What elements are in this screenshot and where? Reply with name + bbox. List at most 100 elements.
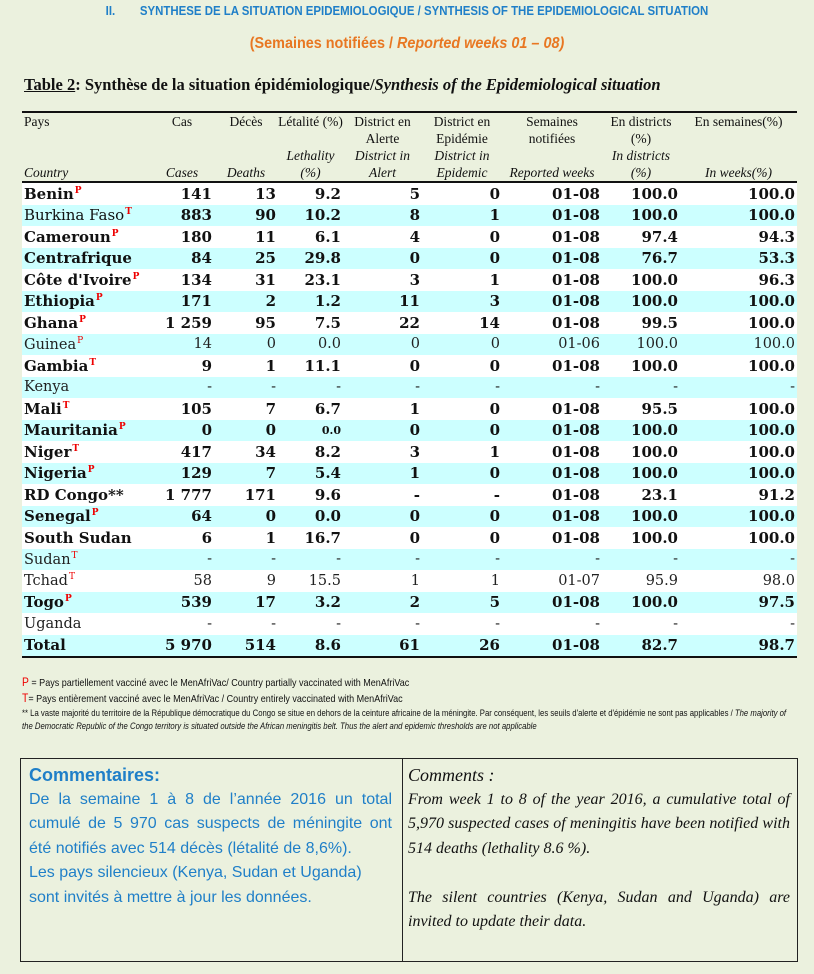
value-cell: 7 — [214, 462, 278, 484]
value-cell: 100.0 — [631, 356, 678, 375]
value-cell: 3.2 — [278, 591, 343, 613]
value-cell: 01-08 — [552, 442, 600, 461]
drc-fr: ** La vaste majorité du territoire de la… — [22, 708, 733, 718]
value-cell: - — [602, 548, 680, 570]
country-cell: Côte d'IvoireP — [22, 269, 150, 291]
value-cell: 97.5 — [680, 591, 797, 613]
vaccination-mark: P — [79, 314, 86, 325]
value-cell: - — [413, 485, 420, 504]
comments-en: Comments : From week 1 to 8 of the year … — [408, 763, 790, 935]
header-fr: Cas — [171, 114, 193, 129]
value-cell: 0 — [343, 505, 422, 527]
value-cell: - — [493, 485, 500, 504]
value-cell: 3 — [409, 442, 420, 461]
header-fr: Létalité (%) — [278, 114, 343, 129]
value-cell: 84 — [150, 247, 214, 269]
value-cell: 22 — [399, 313, 420, 332]
value-cell: 01-08 — [552, 184, 600, 203]
value-cell: - — [207, 615, 212, 632]
value-cell: 01-08 — [552, 270, 600, 289]
value-cell: 180 — [180, 227, 212, 246]
country-name: Uganda — [24, 615, 82, 632]
vaccination-mark: P — [87, 465, 95, 476]
value-cell: 100.0 — [680, 419, 797, 441]
table-row: BeninP 141 13 9.2 5 0 01-08 100.0 100.0 — [22, 182, 797, 205]
value-cell: 0 — [422, 462, 502, 484]
country-name: Tchad — [24, 573, 68, 590]
value-cell: 100.0 — [631, 270, 678, 289]
value-cell: 0.0 — [278, 333, 343, 355]
country-cell: GhanaP — [22, 312, 150, 334]
t-text: = Pays entièrement vacciné avec le MenAf… — [28, 693, 403, 705]
value-cell: 1 — [265, 356, 276, 375]
value-cell: 1 — [422, 204, 502, 226]
value-cell: 100.0 — [748, 356, 795, 375]
value-cell: 01-08 — [502, 290, 602, 312]
p-mark: P — [22, 675, 29, 689]
value-cell: 1 — [489, 270, 500, 289]
vaccination-mark: P — [95, 293, 103, 304]
value-cell: 1 259 — [165, 313, 212, 332]
value-cell: - — [214, 548, 278, 570]
country-name: Mali — [24, 399, 62, 418]
table-title-fr: : Synthèse de la situation épidémiologiq… — [75, 75, 375, 94]
value-cell: 58 — [193, 572, 212, 589]
value-cell: 16.7 — [304, 528, 341, 547]
comments-box: Commentaires: De la semaine 1 à 8 de l’a… — [20, 758, 798, 962]
table-row: TogoP 539 17 3.2 2 5 01-08 100.0 97.5 — [22, 591, 797, 613]
value-cell: 129 — [150, 462, 214, 484]
column-header: Pays Country — [22, 111, 150, 182]
country-name: Mauritania — [24, 421, 118, 440]
value-cell: 0.0 — [278, 505, 343, 527]
table-row: GhanaP 1 259 95 7.5 22 14 01-08 99.5 100.0 — [22, 312, 797, 334]
value-cell: 5 — [409, 184, 420, 203]
country-name: Cameroun — [24, 227, 111, 246]
comments-fr-title: Commentaires: — [29, 765, 161, 785]
country-cell: TchadT — [22, 570, 150, 592]
value-cell: 01-07 — [558, 572, 600, 589]
value-cell: - — [422, 548, 502, 570]
value-cell: 2 — [214, 290, 278, 312]
header-en: Reported weeks — [509, 165, 595, 180]
column-header: District en Alerte District in Alert — [343, 111, 422, 182]
country-cell: Total — [22, 634, 150, 658]
country-name: Togo — [24, 593, 64, 612]
value-cell: 31 — [255, 270, 276, 289]
value-cell: 14 — [479, 313, 500, 332]
value-cell: 0 — [489, 399, 500, 418]
country-name: RD Congo** — [24, 485, 124, 504]
value-cell: 0 — [409, 528, 420, 547]
column-header: Létalité (%) Lethality (%) — [278, 111, 343, 182]
value-cell: 01-08 — [502, 462, 602, 484]
value-cell: 1 — [410, 572, 420, 589]
vaccination-mark: P — [132, 271, 140, 282]
value-cell: 9.2 — [314, 184, 341, 203]
value-cell: 0 — [343, 419, 422, 441]
value-cell: - — [343, 548, 422, 570]
country-cell: CamerounP — [22, 226, 150, 248]
section-number: II. — [105, 3, 116, 18]
value-cell: 76.7 — [602, 247, 680, 269]
value-cell: 95.9 — [645, 572, 678, 589]
value-cell: 6.7 — [314, 399, 341, 418]
value-cell: 0 — [489, 184, 500, 203]
value-cell: 26 — [422, 634, 502, 658]
epidemiological-table: Pays Country Cas Cases Décès Deaths Létalité (… — [22, 111, 797, 658]
value-cell: 4 — [409, 227, 420, 246]
header-fr: Pays — [24, 114, 50, 129]
country-name: Niger — [24, 442, 72, 461]
value-cell: 1 — [490, 572, 500, 589]
value-cell: 8.2 — [314, 442, 341, 461]
country-cell: MaliT — [22, 398, 150, 420]
country-cell: TogoP — [22, 591, 150, 613]
value-cell: 1 777 — [165, 485, 212, 504]
comments-divider — [402, 759, 403, 961]
value-cell: 9 — [201, 356, 212, 375]
value-cell: 100.0 — [602, 333, 680, 355]
value-cell: 14 — [150, 333, 214, 355]
value-cell: 01-08 — [552, 356, 600, 375]
country-cell: RD Congo** — [22, 484, 150, 506]
table-row: MaliT 105 7 6.7 1 0 01-08 95.5 100.0 — [22, 398, 797, 420]
value-cell: 1 — [489, 442, 500, 461]
value-cell: 91.2 — [758, 485, 795, 504]
